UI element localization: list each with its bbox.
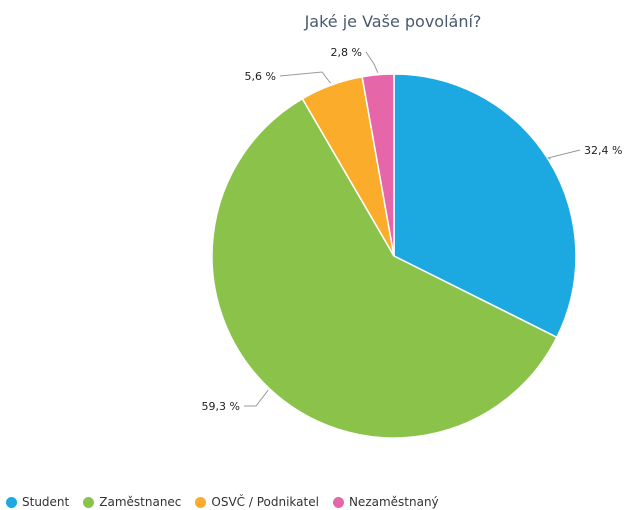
legend-item-osvc-podnikatel[interactable]: OSVČ / Podnikatel xyxy=(195,495,319,509)
legend-marker-zamestnanec xyxy=(83,496,95,508)
legend-item-nezamestnany[interactable]: Nezaměstnaný xyxy=(332,495,439,509)
leader-line-nezamestnany xyxy=(365,51,379,73)
legend-marker-student xyxy=(6,496,17,508)
chart-title: Jaké je Vaše povolání? xyxy=(304,12,482,31)
data-label-osvc-podnikatel: 5,6 % xyxy=(245,70,276,83)
legend-item-zamestnanec[interactable]: Zaměstnanec xyxy=(83,495,181,509)
legend-item-student[interactable]: Student xyxy=(6,495,69,509)
legend-label-nezamestnany: Nezaměstnaný xyxy=(348,495,439,509)
pie-slice-student xyxy=(393,73,577,339)
pie-slice-nezamestnany xyxy=(361,73,395,257)
legend-label-osvc-podnikatel: OSVČ / Podnikatel xyxy=(211,495,319,509)
data-label-student: 32,4 % xyxy=(584,144,622,157)
legend-label-zamestnanec: Zaměstnanec xyxy=(99,495,182,509)
legend-marker-osvc-podnikatel xyxy=(195,496,207,508)
legend-label-student: Student xyxy=(22,495,70,509)
data-label-zamestnanec: 59,3 % xyxy=(202,400,240,413)
legend: Student Zaměstnanec OSVČ / Podnikatel Nezam… xyxy=(6,494,439,510)
leader-line-osvc-podnikatel xyxy=(279,71,332,84)
legend-marker-nezamestnany xyxy=(332,496,344,508)
leader-line-zamestnanec xyxy=(244,389,269,407)
data-label-nezamestnany: 2,8 % xyxy=(331,46,362,59)
leader-line-student xyxy=(546,149,581,160)
pie-slice-zamestnanec xyxy=(211,97,558,439)
